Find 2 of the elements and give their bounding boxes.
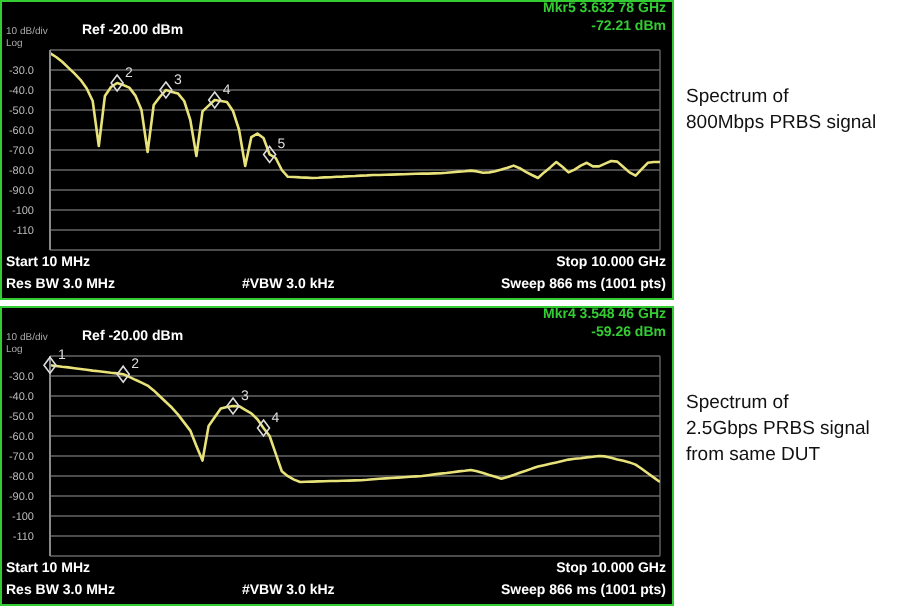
text: Spectrum of 800Mbps PRBS signal (686, 84, 879, 136)
text: Spectrum of 2.5Gbps PRBS signal from same DUT (686, 390, 872, 468)
